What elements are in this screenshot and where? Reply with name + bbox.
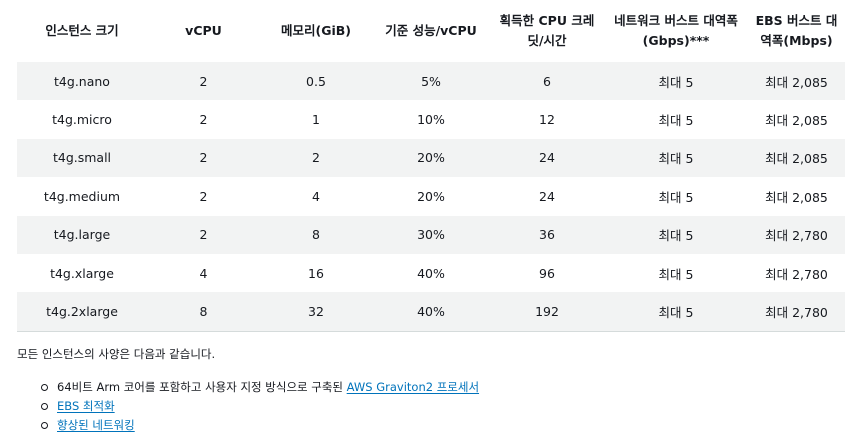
circle-bullet-icon (41, 421, 48, 429)
table-header-row: 인스턴스 크기 vCPU 메모리(GiB) 기준 성능/vCPU 획득한 CPU… (17, 0, 845, 62)
enhanced-networking-link[interactable]: 향상된 네트워킹 (57, 417, 135, 432)
table-row: t4g.small 2 2 20% 24 최대 5 최대 2,085 (17, 138, 845, 178)
cell-ebs-bandwidth: 최대 2,085 (748, 138, 845, 178)
cell-vcpu: 2 (147, 215, 260, 254)
cell-vcpu: 4 (199, 265, 208, 281)
feature-text: 64비트 Arm 코어를 포함하고 사용자 지정 방식으로 구축된 (57, 379, 347, 394)
header-vcpu: vCPU (185, 23, 222, 38)
cell-ebs-bandwidth: 최대 2,780 (748, 215, 845, 254)
feature-list: 64비트 Arm 코어를 포함하고 사용자 지정 방식으로 구축된 AWS Gr… (17, 378, 845, 435)
cell-network-bandwidth: 최대 5 (604, 138, 748, 178)
cell-ebs-bandwidth: 최대 2,780 (748, 292, 845, 332)
table-row: t4g.large 2 8 30% 36 최대 5 최대 2,780 (17, 215, 845, 254)
table-row: t4g.xlarge 4 16 40% 96 최대 5 최대 2,780 (17, 254, 845, 292)
cell-cpu-credits: 6 (490, 62, 604, 101)
table-row: t4g.nano 2 0.5 5% 6 최대 5 최대 2,085 (17, 62, 845, 101)
cell-cpu-credits: 24 (490, 138, 604, 178)
table-row: t4g.medium 2 4 20% 24 최대 5 최대 2,085 (17, 177, 845, 215)
ebs-optimized-link[interactable]: EBS 최적화 (57, 398, 115, 413)
cell-ebs-bandwidth: 최대 2,085 (748, 62, 845, 101)
cell-vcpu: 2 (147, 62, 260, 101)
cell-cpu-credits: 96 (539, 265, 555, 281)
cell-baseline-performance: 5% (372, 62, 490, 101)
circle-bullet-icon (41, 383, 48, 391)
list-item: EBS 최적화 (41, 397, 845, 416)
cell-network-bandwidth: 최대 5 (604, 292, 748, 332)
cell-memory: 2 (260, 138, 372, 178)
cell-instance-size: t4g.2xlarge (17, 292, 147, 332)
cell-instance-size: t4g.large (17, 215, 147, 254)
cell-cpu-credits: 36 (490, 215, 604, 254)
cell-instance-size: t4g.micro (52, 112, 112, 128)
cell-vcpu: 2 (147, 138, 260, 178)
cell-baseline-performance: 40% (417, 265, 445, 281)
cell-memory: 8 (260, 215, 372, 254)
list-item: 향상된 네트워킹 (41, 416, 845, 435)
table-row: t4g.micro 2 1 10% 12 최대 5 최대 2,085 (17, 100, 845, 138)
list-item: 64비트 Arm 코어를 포함하고 사용자 지정 방식으로 구축된 AWS Gr… (41, 378, 845, 397)
header-network-bandwidth: 네트워크 버스트 대역폭(Gbps)*** (614, 13, 738, 48)
cell-memory: 32 (260, 292, 372, 332)
cell-instance-size: t4g.small (17, 138, 147, 178)
cell-network-bandwidth: 최대 5 (604, 62, 748, 101)
graviton2-processor-link[interactable]: AWS Graviton2 프로세서 (346, 379, 480, 394)
cell-instance-size: t4g.medium (43, 188, 121, 204)
cell-ebs-bandwidth: 최대 2,780 (765, 266, 828, 282)
cell-network-bandwidth: 최대 5 (604, 215, 748, 254)
cell-ebs-bandwidth: 최대 2,085 (765, 113, 828, 129)
cell-baseline-performance: 40% (372, 292, 490, 332)
header-ebs-bandwidth: EBS 버스트 대역폭(Mbps) (755, 13, 838, 48)
cell-network-bandwidth: 최대 5 (658, 266, 694, 282)
cell-instance-size: t4g.nano (17, 62, 147, 101)
cell-baseline-performance: 20% (372, 138, 490, 178)
header-baseline-performance: 기준 성능/vCPU (385, 23, 477, 38)
cell-ebs-bandwidth: 최대 2,085 (765, 189, 828, 205)
cell-memory: 4 (312, 188, 320, 204)
cell-memory: 0.5 (260, 62, 372, 101)
cell-network-bandwidth: 최대 5 (658, 113, 694, 129)
cell-cpu-credits: 24 (539, 188, 555, 204)
cell-memory: 16 (308, 265, 324, 281)
cell-vcpu: 8 (147, 292, 260, 332)
cell-baseline-performance: 10% (417, 112, 445, 128)
cell-vcpu: 2 (199, 188, 208, 204)
table-row: t4g.2xlarge 8 32 40% 192 최대 5 최대 2,780 (17, 292, 845, 332)
cell-network-bandwidth: 최대 5 (658, 189, 694, 205)
cell-cpu-credits: 12 (539, 112, 555, 128)
header-instance-size: 인스턴스 크기 (45, 23, 119, 38)
cell-memory: 1 (312, 112, 320, 128)
cell-vcpu: 2 (199, 112, 208, 128)
summary-text: 모든 인스턴스의 사양은 다음과 같습니다. (17, 346, 216, 361)
cell-baseline-performance: 30% (372, 215, 490, 254)
header-cpu-credits: 획득한 CPU 크레딧/시간 (499, 13, 595, 48)
circle-bullet-icon (41, 402, 48, 410)
header-memory: 메모리(GiB) (281, 23, 351, 38)
instance-spec-table: 인스턴스 크기 vCPU 메모리(GiB) 기준 성능/vCPU 획득한 CPU… (17, 0, 845, 332)
cell-instance-size: t4g.xlarge (50, 265, 114, 281)
cell-baseline-performance: 20% (417, 188, 445, 204)
cell-cpu-credits: 192 (490, 292, 604, 332)
